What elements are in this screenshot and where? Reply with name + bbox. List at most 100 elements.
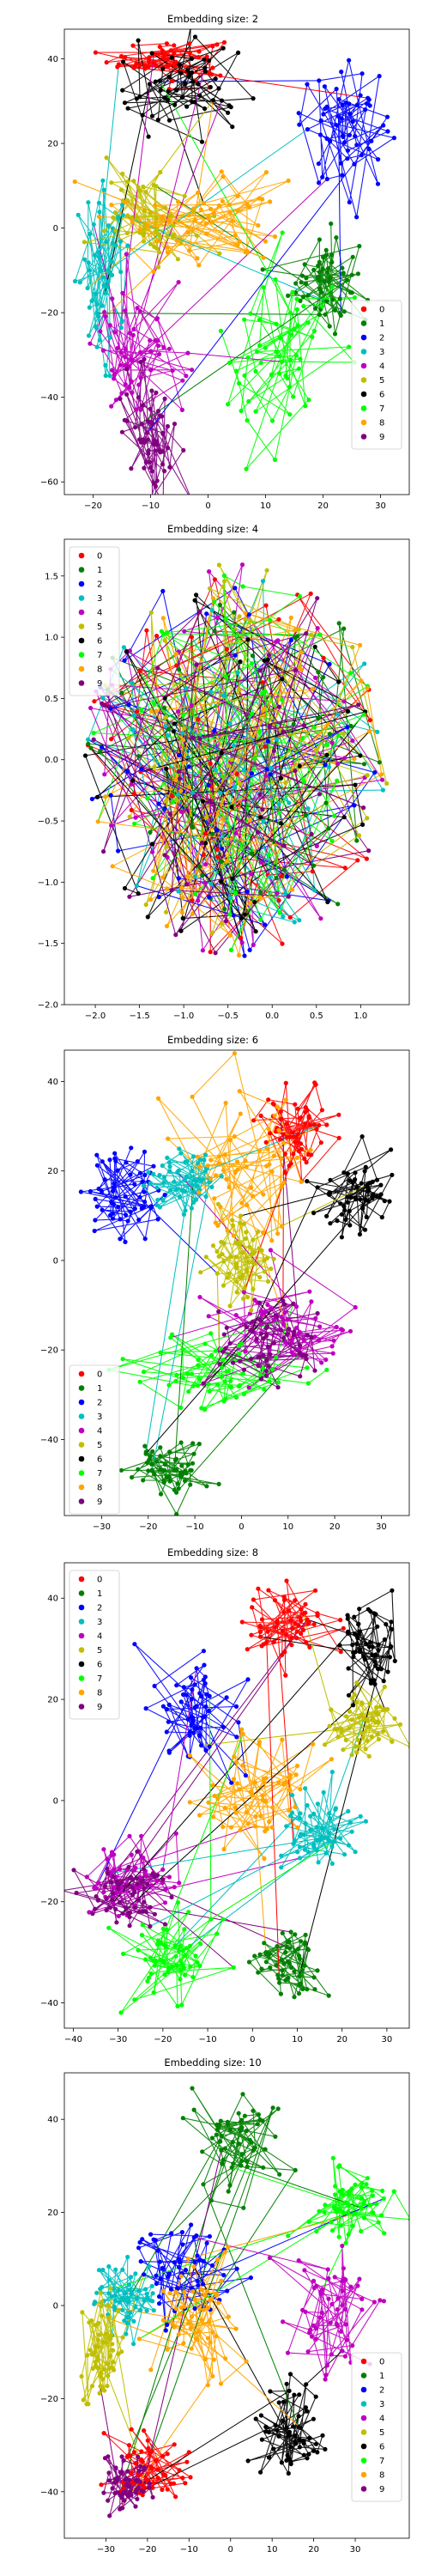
data-point-3 [86, 333, 92, 338]
data-point-4 [130, 332, 136, 337]
data-point-7 [237, 380, 242, 386]
data-point-0 [150, 2485, 155, 2490]
data-point-2 [336, 97, 341, 102]
data-point-6 [347, 1178, 353, 1183]
data-point-0 [206, 70, 211, 76]
data-point-9 [293, 667, 299, 672]
data-point-4 [185, 350, 190, 355]
data-point-8 [272, 1113, 277, 1118]
data-point-6 [206, 58, 212, 64]
data-point-9 [184, 882, 190, 887]
data-point-9 [150, 2494, 155, 2500]
data-point-4 [328, 2320, 333, 2325]
data-point-5 [100, 2340, 106, 2345]
data-point-9 [282, 1302, 287, 1307]
data-point-2 [347, 111, 353, 116]
data-point-7 [360, 2196, 365, 2201]
data-point-0 [165, 2487, 170, 2492]
data-point-1 [221, 2157, 226, 2163]
data-point-6 [149, 51, 154, 56]
data-point-0 [104, 60, 109, 65]
legend-label: 8 [97, 1484, 102, 1493]
data-point-8 [293, 1772, 299, 1777]
data-point-5 [120, 2335, 125, 2340]
cross-edge [149, 1836, 323, 1927]
data-point-6 [293, 2433, 298, 2439]
data-point-1 [208, 2198, 214, 2203]
data-point-0 [196, 717, 201, 722]
data-point-3 [94, 2290, 100, 2295]
data-point-3 [311, 1811, 317, 1816]
data-point-0 [296, 1623, 301, 1628]
data-point-1 [324, 299, 329, 304]
data-point-8 [151, 868, 156, 873]
data-point-7 [277, 334, 282, 340]
legend-label: 9 [379, 433, 384, 442]
data-point-1 [336, 621, 341, 626]
data-point-5 [248, 618, 253, 623]
data-point-4 [129, 1852, 134, 1857]
data-point-4 [100, 348, 106, 353]
data-point-3 [323, 1850, 329, 1856]
data-point-1 [231, 2161, 236, 2166]
data-point-2 [229, 1780, 234, 1785]
data-point-6 [351, 1654, 356, 1660]
data-point-8 [189, 2346, 194, 2351]
data-point-6 [345, 1200, 350, 1205]
data-point-8 [178, 2305, 184, 2310]
y-tick-label: −20 [40, 1898, 58, 1907]
data-point-0 [153, 2458, 159, 2464]
data-point-7 [261, 285, 266, 290]
data-point-8 [269, 1825, 275, 1830]
data-point-7 [154, 1959, 159, 1964]
data-point-7 [132, 821, 137, 826]
data-point-3 [106, 279, 111, 284]
data-point-4 [331, 1338, 336, 1343]
data-point-3 [184, 686, 189, 691]
data-point-7 [350, 2223, 355, 2228]
data-point-9 [155, 1873, 160, 1878]
data-point-2 [204, 611, 209, 617]
data-point-9 [248, 1328, 253, 1334]
x-tick-label: 10 [282, 1522, 293, 1532]
data-point-7 [341, 2210, 347, 2215]
data-point-7 [246, 398, 251, 404]
data-point-1 [329, 297, 335, 302]
data-point-2 [345, 156, 350, 161]
data-point-6 [242, 912, 248, 917]
data-point-2 [342, 140, 347, 145]
data-point-7 [287, 385, 293, 390]
data-point-8 [224, 859, 229, 864]
data-point-1 [303, 1941, 308, 1947]
data-point-5 [203, 815, 209, 820]
data-point-1 [305, 1947, 311, 1953]
data-point-4 [279, 1315, 284, 1320]
data-point-5 [109, 2332, 114, 2337]
data-point-0 [342, 866, 347, 871]
data-point-4 [148, 349, 154, 354]
data-point-5 [112, 210, 118, 216]
cross-edge [129, 1877, 234, 1968]
data-point-7 [370, 2193, 375, 2198]
data-point-9 [119, 1880, 124, 1885]
data-point-7 [367, 2202, 373, 2208]
data-point-5 [164, 844, 169, 849]
data-point-3 [295, 1850, 300, 1855]
data-point-6 [325, 899, 330, 905]
data-point-3 [107, 270, 112, 275]
data-point-0 [266, 1588, 271, 1593]
data-point-8 [352, 756, 357, 762]
data-point-2 [142, 1172, 148, 1178]
data-point-1 [303, 281, 309, 286]
data-point-4 [265, 1302, 270, 1308]
data-point-3 [109, 272, 115, 277]
data-point-0 [177, 2468, 182, 2473]
data-point-3 [94, 344, 100, 349]
data-point-5 [120, 171, 125, 176]
data-point-2 [124, 1160, 129, 1165]
data-point-7 [280, 230, 285, 235]
data-point-0 [293, 1598, 298, 1603]
data-point-3 [167, 1169, 172, 1174]
series-line-7 [220, 232, 356, 470]
data-point-4 [332, 2275, 337, 2280]
